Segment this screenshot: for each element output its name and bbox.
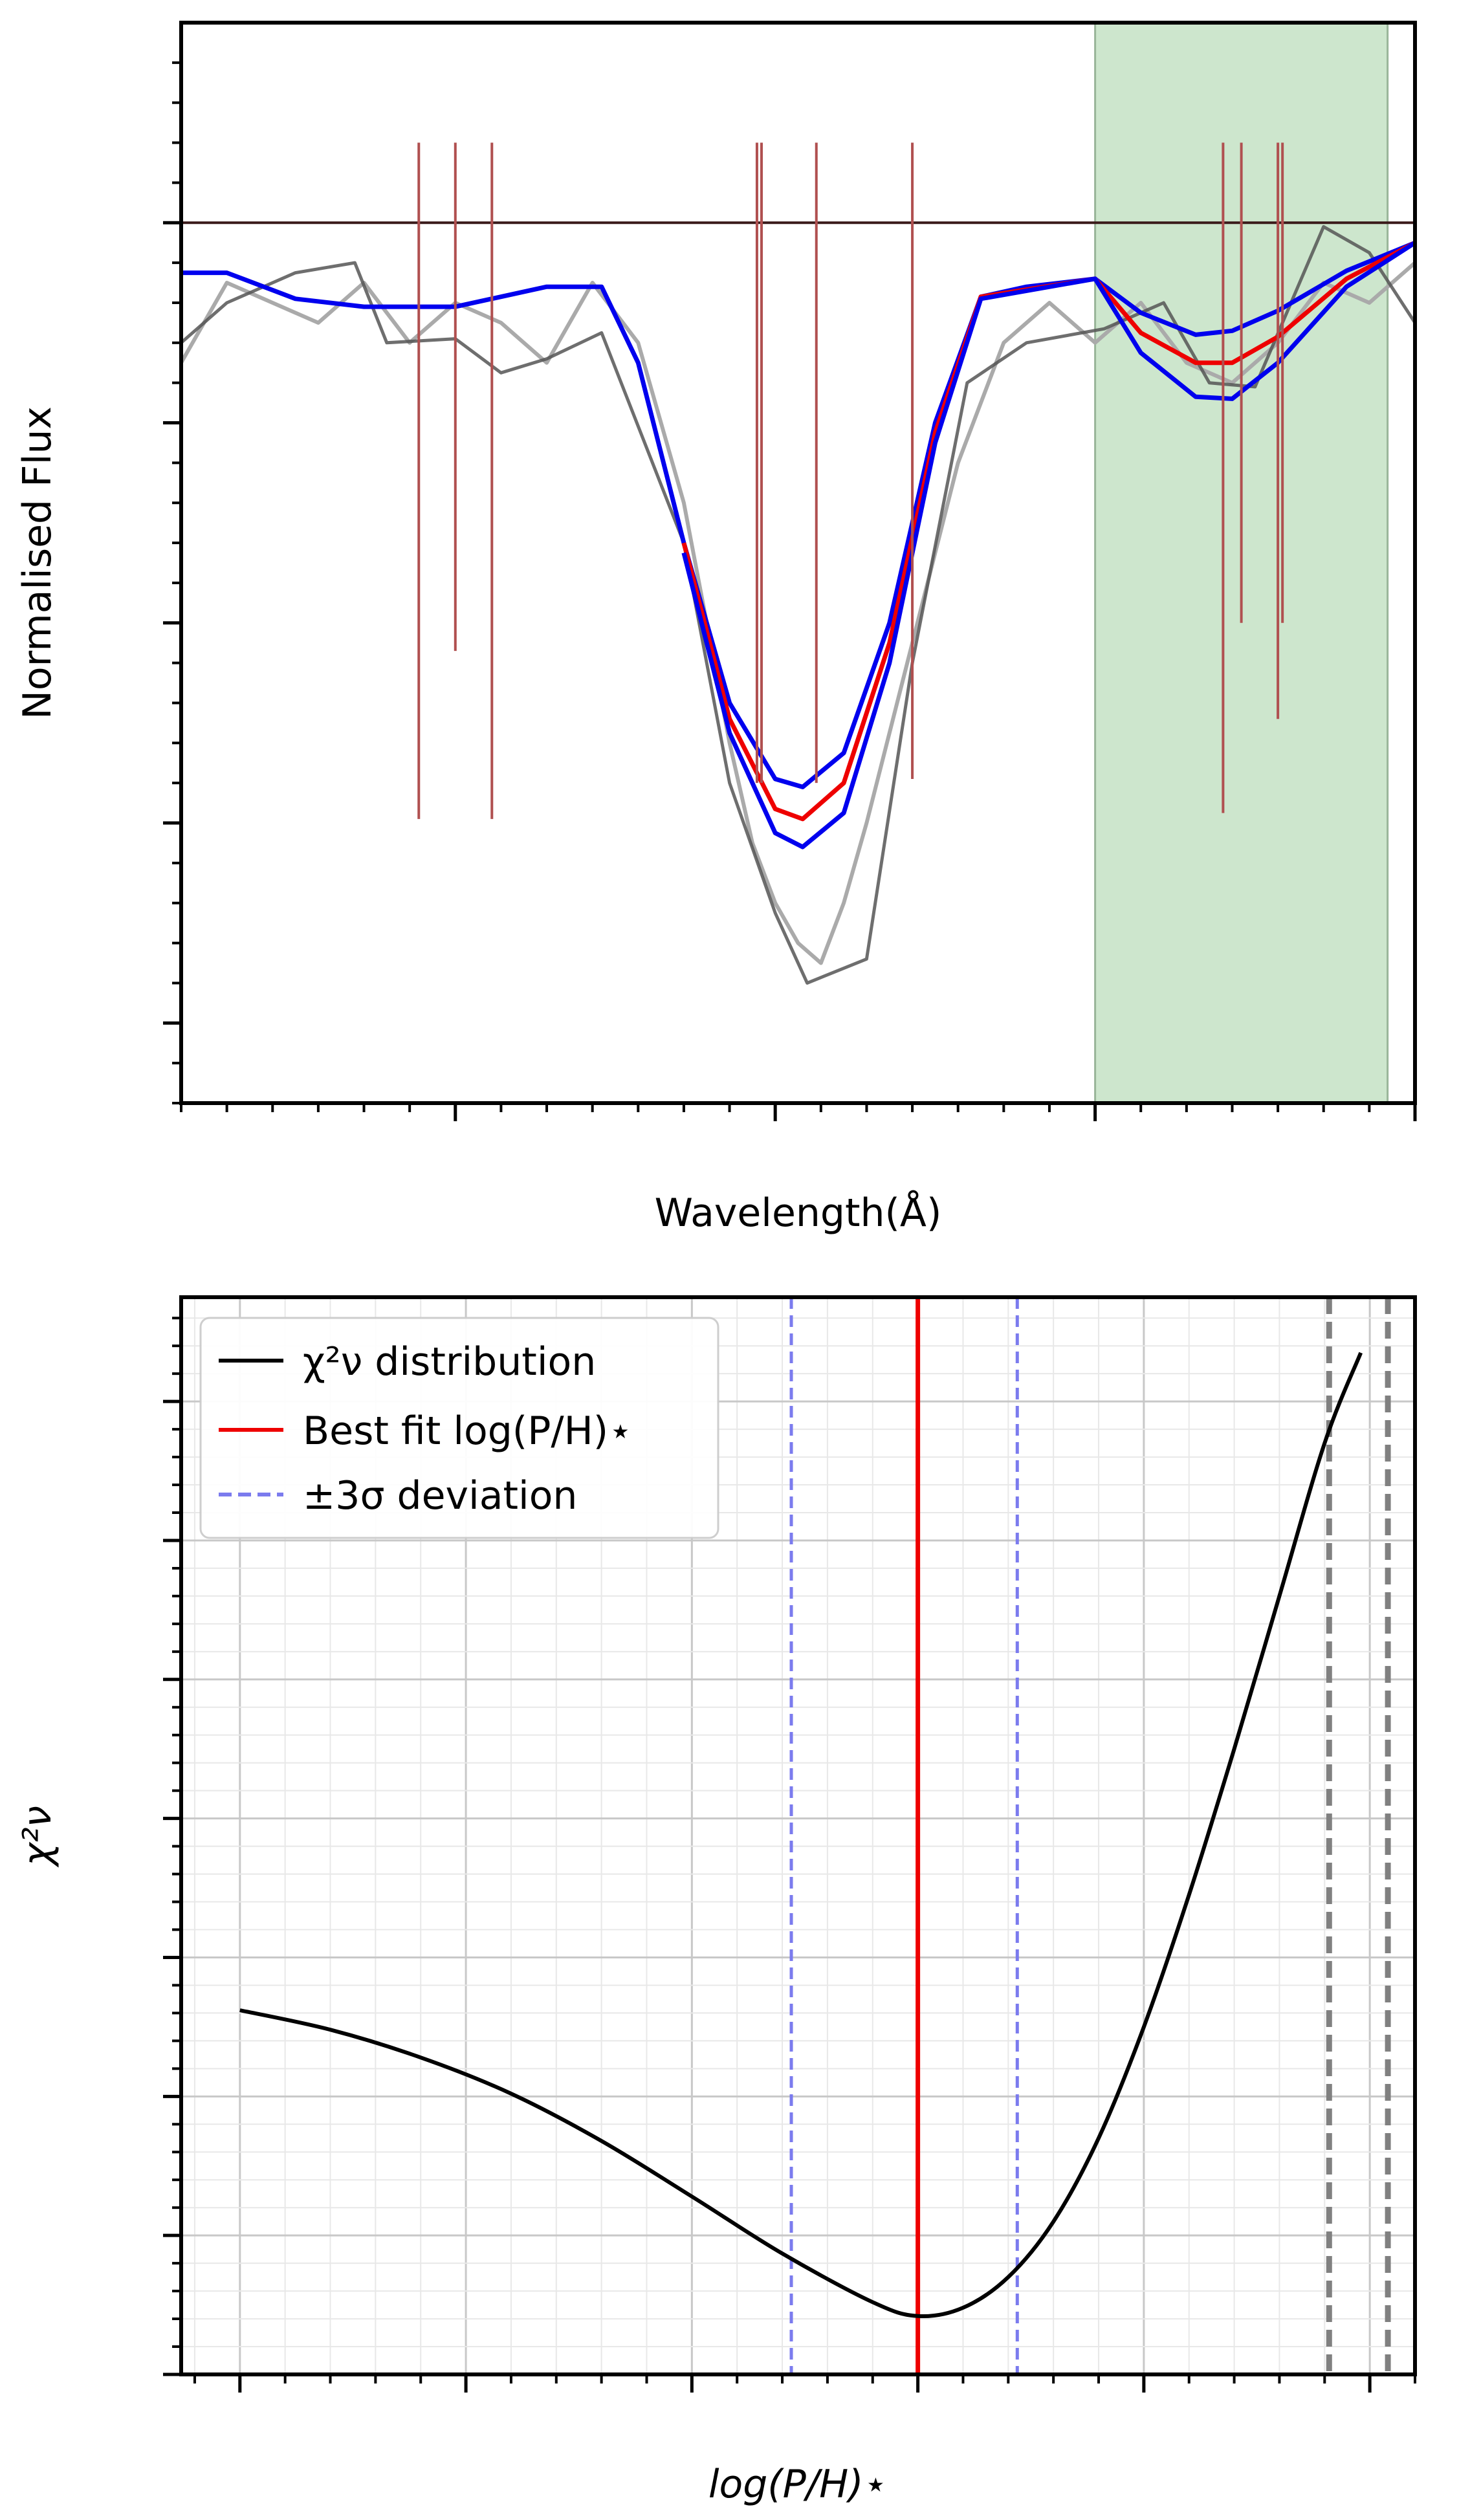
series-model-upper (181, 240, 1416, 789)
legend-label-bestfit: Best fit log(P/H)⋆ (303, 1408, 633, 1454)
x-axis-label: Wavelength(Å) (655, 1190, 942, 1236)
plot-frame (179, 21, 1417, 1105)
series-smoothed-spectrum (180, 225, 1417, 985)
y-axis-ticks (163, 1317, 181, 2376)
spectrum-panel: Wavelength(Å) Normalised Flux (15, 21, 1417, 1236)
spectrum-series (179, 225, 1417, 985)
chi-square-series (239, 1352, 1363, 2319)
legend: χ²ν distribution Best fit log(P/H)⋆ ±3σ … (199, 1317, 719, 1539)
reference-lines (789, 1297, 1391, 2374)
x-axis-ticks (193, 2374, 1416, 2393)
x-axis-label: log(P/H)⋆ (708, 2462, 888, 2507)
legend-label-sigma: ±3σ deviation (303, 1473, 577, 1518)
plot-frame (179, 1295, 1417, 2376)
legend-label-chi2: χ²ν distribution (303, 1339, 596, 1385)
legend-box (199, 1317, 719, 1539)
chi-square-panel: χ²ν distribution Best fit log(P/H)⋆ ±3σ … (15, 1295, 1417, 2507)
x-axis-ticks (180, 1103, 1417, 1121)
y-axis-ticks (163, 61, 181, 1104)
chi-square-curve (239, 1352, 1363, 2319)
y-axis-label: χ²ν (15, 1806, 60, 1868)
y-axis-label: Normalised Flux (15, 406, 60, 719)
line-identifications (417, 142, 1284, 819)
series-model-lower (681, 241, 1416, 849)
